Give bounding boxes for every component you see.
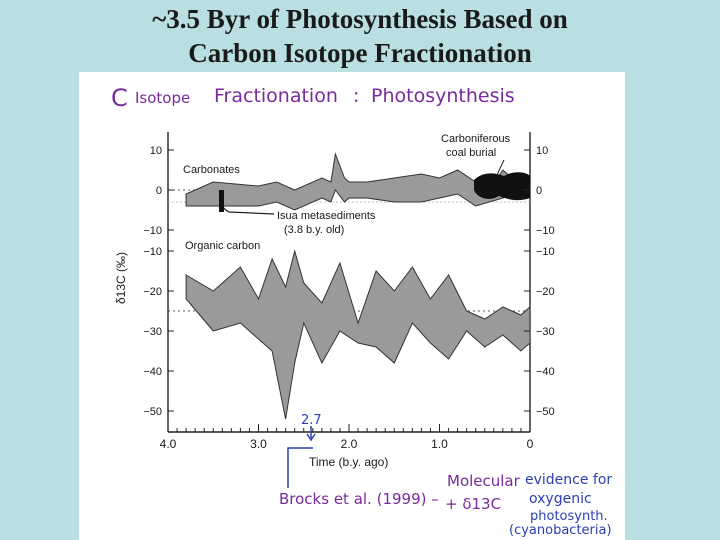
evidence-note-line-3: photosynth. <box>530 509 608 524</box>
marker-arrow-icon <box>306 426 316 442</box>
marker-2-7-label: 2.7 <box>301 413 322 428</box>
x-tick-label: 3.0 <box>250 437 267 451</box>
isua-age-label: (3.8 b.y. old) <box>284 224 344 236</box>
slide-title-line-2: Carbon Isotope Fractionation <box>188 38 532 68</box>
y-tick-label-left: −20 <box>143 286 162 298</box>
x-tick-label: 1.0 <box>431 437 448 451</box>
y-tick-label-right: −40 <box>536 366 555 378</box>
evidence-note-line-1: evidence for <box>525 472 612 488</box>
organic-carbon-label: Organic carbon <box>185 240 260 252</box>
y-tick-label-left: −40 <box>143 366 162 378</box>
coal-burial-label: coal burial <box>446 147 496 159</box>
isotope-chart: C Isotope Fractionation : Photosynthesis <box>111 84 612 538</box>
chart-annotations: Carbonates Isua metasediments (3.8 b.y. … <box>183 133 511 252</box>
coal-burial-mark <box>474 172 530 201</box>
coal-pointer <box>496 159 505 176</box>
y-tick-label-left: −10 <box>143 246 162 258</box>
isua-mark <box>219 190 224 212</box>
x-axis-title: Time (b.y. ago) <box>309 455 388 469</box>
y-tick-label-right: −20 <box>536 286 555 298</box>
slide-title: ~3.5 Byr of Photosynthesis Based on Carb… <box>0 2 720 70</box>
plot-frame <box>167 132 531 433</box>
marker-2-7: 2.7 <box>287 413 322 488</box>
carbonates-label: Carbonates <box>183 164 240 176</box>
evidence-note-line-4: (cyanobacteria) <box>509 523 612 538</box>
x-tick-label: 0 <box>527 437 534 451</box>
y-tick-label-left: −50 <box>143 406 162 418</box>
y-tick-label-right: 10 <box>536 145 548 157</box>
slide-title-line-1: ~3.5 Byr of Photosynthesis Based on <box>152 4 568 34</box>
y-tick-label-left: −30 <box>143 326 162 338</box>
handwritten-notes: Brocks et al. (1999) – Molecular + δ13C … <box>279 472 612 538</box>
handwritten-header: C Isotope Fractionation : Photosynthesis <box>111 84 515 112</box>
header-isotope: Isotope <box>135 89 190 107</box>
figure-panel: C Isotope Fractionation : Photosynthesis <box>79 72 625 540</box>
header-photosynthesis: Photosynthesis <box>371 85 515 107</box>
evidence-note-line-2: oxygenic <box>529 491 592 507</box>
y-tick-label-right: 0 <box>536 185 542 197</box>
marker-connector <box>287 447 313 488</box>
y-tick-label-right: −10 <box>536 246 555 258</box>
y-tick-label-left: −10 <box>143 225 162 237</box>
header-c: C <box>111 84 128 112</box>
molecular-note-line-2: + δ13C <box>445 495 501 513</box>
y-tick-label-left: 0 <box>156 185 162 197</box>
y-tick-label-left: 10 <box>150 145 162 157</box>
organic-carbon-band <box>185 249 531 420</box>
y-tick-label-right: −30 <box>536 326 555 338</box>
y-axis-title: δ13C (‰) <box>114 252 128 304</box>
header-fractionation: Fractionation <box>214 85 338 107</box>
x-tick-label: 4.0 <box>160 437 177 451</box>
header-colon: : <box>353 85 359 107</box>
citation-note: Brocks et al. (1999) – <box>279 490 439 508</box>
y-tick-label-right: −50 <box>536 406 555 418</box>
isua-label: Isua metasediments <box>277 210 376 222</box>
isua-bracket <box>219 190 275 215</box>
molecular-note-line-1: Molecular <box>447 472 521 490</box>
y-tick-label-right: −10 <box>536 225 555 237</box>
carboniferous-label: Carboniferous <box>441 133 511 145</box>
x-tick-label: 2.0 <box>341 437 358 451</box>
axis-ticks: 10 10 0 0 −10 −10 −10 −10 −20 −20 −30 −30 −40 −40 −50 −… <box>143 145 554 451</box>
